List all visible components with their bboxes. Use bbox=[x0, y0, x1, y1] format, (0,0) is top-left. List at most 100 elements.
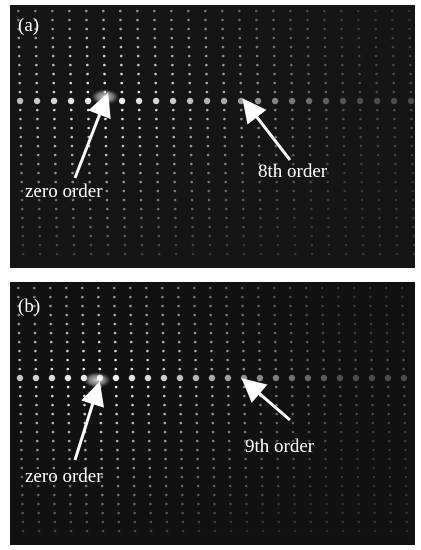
diffraction-spot bbox=[50, 385, 54, 389]
diffraction-spot bbox=[204, 18, 207, 22]
diffraction-spot bbox=[52, 63, 55, 67]
diffraction-spot bbox=[208, 252, 212, 256]
diffraction-spot bbox=[213, 529, 217, 533]
diffraction-spot bbox=[241, 180, 244, 184]
diffraction-spot bbox=[35, 430, 39, 434]
diffraction-spot bbox=[403, 403, 406, 407]
diffraction-spot bbox=[100, 466, 104, 470]
diffraction-spot bbox=[245, 502, 248, 506]
diffraction-spot bbox=[352, 286, 356, 290]
diffraction-spot bbox=[291, 153, 295, 157]
diffraction-spot bbox=[144, 286, 148, 290]
panel-label: (b) bbox=[18, 296, 40, 317]
diffraction-spot bbox=[161, 304, 164, 308]
diffraction-spot bbox=[70, 117, 73, 121]
diffraction-spot bbox=[342, 144, 346, 148]
diffraction-spot bbox=[261, 493, 264, 497]
diffraction-spot bbox=[259, 225, 262, 229]
diffraction-spot bbox=[115, 439, 119, 443]
diffraction-spot bbox=[189, 135, 193, 139]
diffraction-spot bbox=[89, 225, 92, 229]
diffraction-spot bbox=[394, 207, 398, 211]
diffraction-spot bbox=[161, 331, 165, 335]
diffraction-spot bbox=[327, 252, 331, 256]
diffraction-spot bbox=[83, 412, 86, 416]
diffraction-spot bbox=[82, 385, 86, 389]
diffraction-spot bbox=[289, 304, 292, 308]
diffraction-spot bbox=[116, 457, 119, 461]
diffraction-spot bbox=[195, 403, 198, 407]
diffraction-spot bbox=[384, 374, 392, 382]
diffraction-spot bbox=[290, 367, 294, 371]
diffraction-spot bbox=[322, 367, 326, 371]
diffraction-spot bbox=[377, 162, 380, 166]
diffraction-spot bbox=[377, 171, 380, 175]
diffraction-spot bbox=[390, 9, 394, 13]
diffraction-spot bbox=[308, 448, 311, 452]
diffraction-spot bbox=[275, 207, 279, 211]
diffraction-spot bbox=[409, 81, 413, 85]
diffraction-spot bbox=[261, 502, 264, 506]
diffraction-spot bbox=[273, 108, 277, 112]
diffraction-spot bbox=[259, 234, 263, 238]
diffraction-spot bbox=[36, 466, 40, 470]
diffraction-spot bbox=[140, 252, 144, 256]
diffraction-spot bbox=[224, 286, 228, 290]
diffraction-spot bbox=[113, 322, 117, 326]
diffraction-spot bbox=[321, 304, 324, 308]
diffraction-spot bbox=[132, 448, 135, 452]
diffraction-spot bbox=[341, 520, 345, 524]
diffraction-spot bbox=[394, 180, 398, 184]
diffraction-spot bbox=[257, 144, 261, 148]
diffraction-spot bbox=[103, 108, 107, 112]
diffraction-spot bbox=[193, 304, 196, 308]
diffraction-spot bbox=[84, 466, 88, 470]
diffraction-spot bbox=[205, 90, 209, 94]
diffraction-spot bbox=[370, 358, 373, 362]
diffraction-spot bbox=[121, 153, 125, 157]
diffraction-spot bbox=[340, 466, 344, 470]
diffraction-spot bbox=[120, 81, 124, 85]
diffraction-spot bbox=[37, 511, 40, 515]
diffraction-spot bbox=[86, 90, 90, 94]
diffraction-spot bbox=[113, 340, 117, 344]
diffraction-spot bbox=[68, 18, 71, 22]
diffraction-spot bbox=[323, 27, 326, 31]
diffraction-spot bbox=[271, 97, 279, 105]
diffraction-spot bbox=[139, 180, 142, 184]
diffraction-spot bbox=[306, 27, 309, 31]
diffraction-spot bbox=[37, 171, 40, 175]
diffraction-spot bbox=[133, 511, 136, 515]
diffraction-spot bbox=[325, 144, 329, 148]
diffraction-spot bbox=[353, 322, 357, 326]
diffraction-spot bbox=[321, 331, 325, 335]
diffraction-spot bbox=[138, 153, 142, 157]
diffraction-spot bbox=[255, 45, 259, 49]
diffraction-spot bbox=[369, 313, 373, 317]
diffraction-spot bbox=[193, 295, 196, 299]
diffraction-spot bbox=[260, 475, 264, 479]
diffraction-spot bbox=[69, 493, 72, 497]
diffraction-spot bbox=[225, 340, 229, 344]
diffraction-spot bbox=[122, 180, 125, 184]
diffraction-spot bbox=[132, 466, 136, 470]
diffraction-spot bbox=[89, 234, 93, 238]
diffraction-spot bbox=[85, 493, 88, 497]
diffraction-spot bbox=[305, 340, 309, 344]
diffraction-spot bbox=[146, 349, 149, 353]
diffraction-spot bbox=[408, 54, 412, 58]
diffraction-spot bbox=[307, 394, 310, 398]
diffraction-spot bbox=[411, 171, 414, 175]
diffraction-spot bbox=[67, 421, 71, 425]
diffraction-spot bbox=[207, 162, 210, 166]
diffraction-spot bbox=[359, 144, 363, 148]
diffraction-spot bbox=[275, 189, 279, 193]
diffraction-spot bbox=[82, 367, 86, 371]
diffraction-spot bbox=[393, 126, 396, 130]
diffraction-spot bbox=[119, 27, 122, 31]
diffraction-spot bbox=[36, 117, 39, 121]
diffraction-spot bbox=[153, 54, 157, 58]
diffraction-spot bbox=[410, 135, 414, 139]
diffraction-spot bbox=[147, 394, 150, 398]
diffraction-spot bbox=[53, 126, 56, 130]
